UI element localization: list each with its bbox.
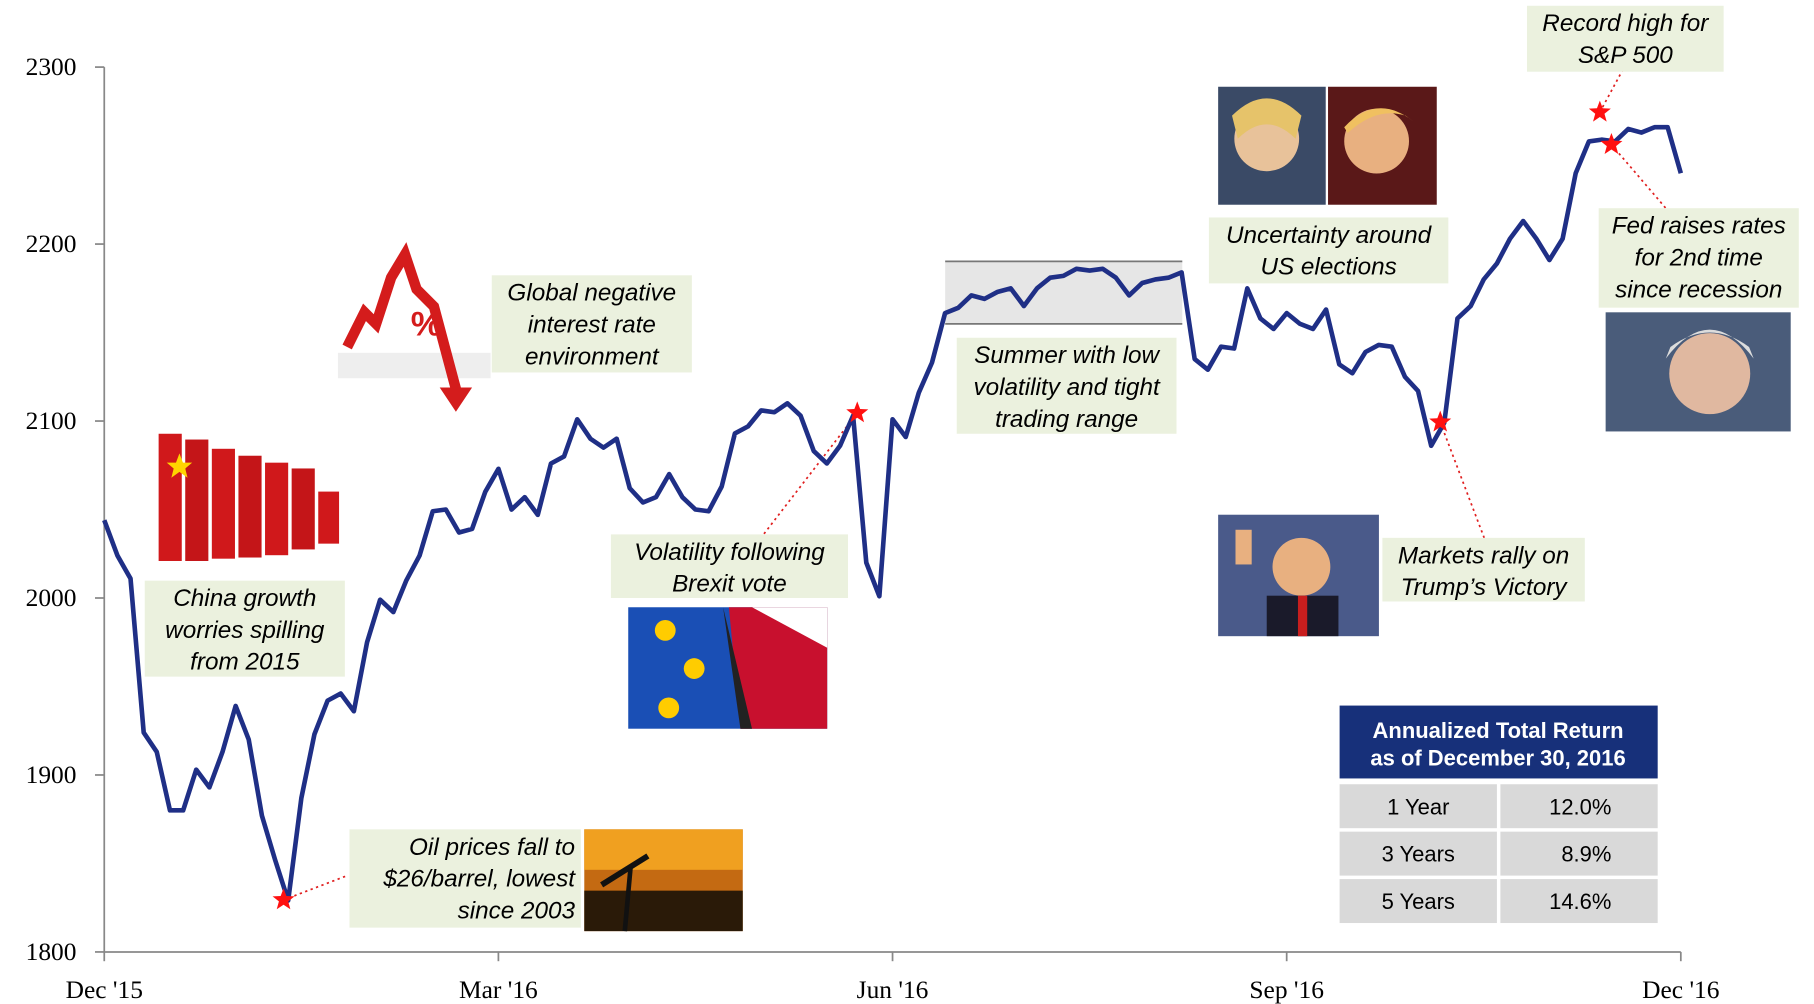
connectors — [283, 68, 1667, 901]
event-star — [1600, 133, 1623, 154]
annotation-text: since 2003 — [458, 897, 576, 924]
range-band — [945, 261, 1183, 324]
annotation-text: Uncertainty around — [1226, 222, 1433, 249]
annotation-text: Trump’s Victory — [1401, 574, 1569, 601]
annotation-text: Markets rally on — [1398, 542, 1569, 569]
annotation-box — [144, 580, 345, 677]
y-tick-label: 2000 — [26, 583, 77, 612]
annotation-text: Volatility following — [634, 539, 825, 566]
annotation-text: trading range — [995, 406, 1138, 433]
annotation-box — [1382, 537, 1585, 602]
x-tick-label: Jun '16 — [857, 975, 929, 1004]
table-title: Annualized Total Return — [1373, 718, 1624, 743]
annotation-box — [349, 829, 581, 928]
event-star — [846, 401, 869, 423]
x-tick-label: Sep '16 — [1249, 975, 1324, 1004]
election-image — [1218, 86, 1437, 205]
annotation-text: China growth — [173, 585, 316, 612]
x-tick-label: Mar '16 — [459, 975, 538, 1004]
table-cell — [1500, 784, 1658, 829]
annotation-text: since recession — [1615, 276, 1782, 303]
trump-image — [1218, 514, 1379, 637]
index-line — [102, 124, 1684, 903]
table-label: 1 Year — [1387, 794, 1449, 819]
event-star — [272, 888, 295, 910]
event-star — [1588, 100, 1611, 122]
annotation-box — [1598, 208, 1799, 308]
y-tick-label: 2100 — [26, 406, 77, 435]
annotation-box — [1208, 217, 1449, 284]
y-tick-label: 1800 — [26, 937, 77, 966]
x-tick-label: Dec '15 — [66, 975, 143, 1004]
return-table: Annualized Total Return as of December 3… — [1339, 705, 1658, 924]
annotation-text: from 2015 — [190, 649, 300, 676]
rates-image: % — [337, 242, 491, 412]
yellen-image — [1605, 312, 1791, 432]
annotation-text: for 2nd time — [1635, 244, 1763, 271]
table-label: 3 Years — [1382, 842, 1455, 867]
brexit-image — [628, 607, 828, 729]
annotation-text: Oil prices fall to — [409, 834, 575, 861]
table-value: 12.0% — [1549, 794, 1611, 819]
y-tick-label: 2300 — [26, 52, 77, 81]
y-tick-label: 1900 — [26, 760, 77, 789]
table-cell — [1339, 784, 1497, 829]
svg-text:%: % — [411, 305, 442, 343]
annotation-box — [491, 275, 692, 373]
y-tick-label: 2200 — [26, 229, 77, 258]
annotation-text: Fed raises rates — [1612, 213, 1786, 240]
table-value: 14.6% — [1549, 889, 1611, 914]
annotation-text: interest rate — [528, 312, 656, 339]
annotation-box — [956, 337, 1177, 434]
annotation-text: S&P 500 — [1578, 42, 1673, 69]
annotation-text: $26/barrel, lowest — [382, 866, 576, 893]
china-image — [158, 433, 340, 561]
annotation-text: Brexit vote — [672, 571, 787, 598]
table-cell — [1500, 879, 1658, 924]
annotation-box — [610, 534, 849, 599]
annotation-text: Global negative — [507, 280, 676, 307]
annotation-text: environment — [525, 343, 660, 370]
x-tick-label: Dec '16 — [1642, 975, 1719, 1004]
table-header — [1339, 705, 1658, 779]
annotation-text: worries spilling — [165, 617, 325, 644]
annotation-box — [1526, 5, 1724, 72]
annotation-text: Summer with low — [974, 342, 1160, 369]
annotation-text: Record high for — [1542, 10, 1709, 37]
table-value: 8.9% — [1561, 842, 1611, 867]
table-cell — [1339, 831, 1497, 876]
event-stars — [272, 100, 1623, 910]
oil-image — [584, 829, 743, 932]
table-title: as of December 30, 2016 — [1370, 746, 1625, 771]
event-star — [1429, 410, 1452, 432]
table-label: 5 Years — [1382, 889, 1455, 914]
table-cell — [1500, 831, 1658, 876]
table-cell — [1339, 879, 1497, 924]
annotation-text: volatility and tight — [973, 374, 1161, 401]
annotation-text: US elections — [1260, 254, 1396, 281]
